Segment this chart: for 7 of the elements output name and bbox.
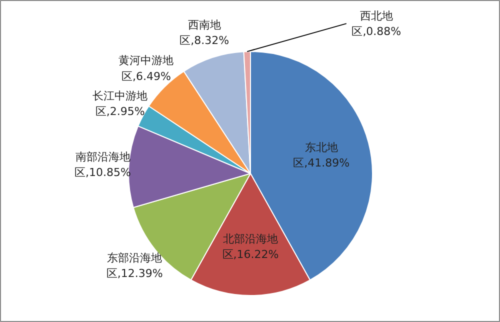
slice-label: 西北地区,0.88% <box>352 9 402 38</box>
slice-label: 长江中游地区,2.95% <box>92 89 148 118</box>
slice-label: 东北地区,41.89% <box>293 140 350 170</box>
slice-label: 黄河中游地区,6.49% <box>118 54 174 83</box>
slice-label: 东部沿海地区,12.39% <box>106 251 163 280</box>
slice-label: 西南地区,8.32% <box>180 18 230 48</box>
slice-label: 北部沿海地区,16.22% <box>222 232 279 261</box>
